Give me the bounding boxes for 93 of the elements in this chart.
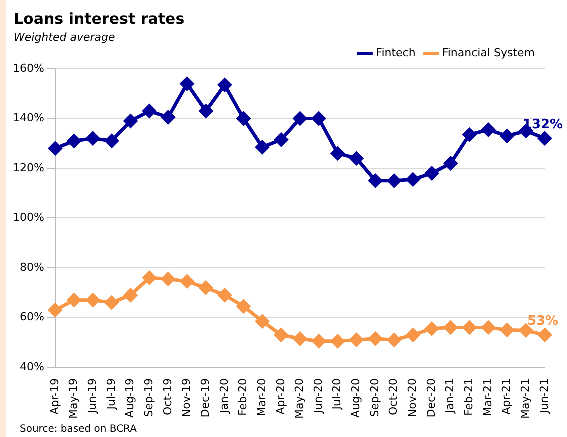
x-tick-label: Jul-19 [104, 378, 118, 411]
x-tick-label: Oct-19 [161, 378, 174, 416]
point [124, 288, 138, 302]
point [48, 304, 62, 318]
point [444, 320, 458, 334]
point [180, 274, 194, 288]
point [368, 332, 382, 346]
point [218, 288, 232, 302]
x-tick-label: Apr-21 [500, 378, 514, 415]
x-tick-label: Dec-20 [424, 378, 438, 418]
point [350, 333, 364, 347]
x-tick-label: Sep-20 [368, 378, 382, 418]
x-tick-label: Jan-21 [444, 378, 457, 414]
y-tick-label: 160% [12, 62, 44, 75]
point [538, 132, 552, 146]
x-tick-label: Mar-20 [255, 378, 268, 417]
legend-label: Financial System [442, 46, 536, 60]
point [350, 152, 364, 166]
x-tick-label: May-21 [519, 378, 532, 419]
x-tick-label: Dec-19 [198, 378, 212, 418]
point [274, 133, 288, 147]
point [388, 333, 402, 347]
x-tick-label: Nov-19 [180, 378, 194, 418]
point [462, 128, 476, 142]
point [68, 294, 82, 308]
legend-label: Fintech [376, 46, 416, 60]
x-tick-label: Jan-20 [218, 378, 231, 414]
x-tick-label: May-20 [293, 378, 306, 419]
x-tick-label: Aug-20 [350, 378, 363, 418]
point [105, 134, 119, 148]
point [236, 112, 250, 126]
point [293, 332, 307, 346]
source-note: Source: based on BCRA [20, 424, 137, 435]
point [482, 320, 496, 334]
point [236, 300, 250, 314]
point [500, 129, 514, 143]
point [162, 110, 176, 124]
chart-subtitle: Weighted average [14, 31, 116, 44]
y-tick-label: 40% [20, 360, 44, 374]
point [425, 166, 439, 180]
point [142, 271, 156, 285]
point [406, 172, 420, 186]
point [256, 314, 270, 328]
point [331, 146, 345, 160]
point [162, 272, 176, 286]
x-tick-label: Aug-19 [124, 378, 137, 418]
point [274, 328, 288, 342]
point [293, 112, 307, 126]
x-tick-label: Jun-19 [86, 378, 99, 415]
point [199, 281, 213, 295]
x-tick-label: May-19 [67, 378, 80, 419]
point [331, 334, 345, 348]
y-tick-label: 60% [20, 310, 44, 324]
point [180, 77, 194, 91]
point [218, 78, 232, 92]
x-tick-label: Feb-21 [462, 378, 476, 416]
point [86, 294, 100, 308]
point [105, 296, 119, 310]
x-tick-label: Jul-20 [330, 378, 344, 411]
x-tick-label: Mar-21 [481, 378, 494, 417]
point [425, 322, 439, 336]
annotation: 53% [527, 314, 559, 330]
x-tick-label: Jun-20 [312, 378, 325, 415]
x-tick-label: Apr-19 [48, 378, 62, 415]
point [124, 114, 138, 128]
chart-title: Loans interest rates [14, 10, 185, 28]
point [444, 156, 458, 170]
x-tick-label: Sep-19 [142, 378, 156, 418]
point [199, 104, 213, 118]
x-tick-label: Apr-20 [274, 378, 288, 415]
point [86, 132, 100, 146]
point [406, 328, 420, 342]
point [368, 174, 382, 188]
y-tick-label: 120% [12, 161, 44, 174]
point [538, 328, 552, 342]
point [312, 334, 326, 348]
point [68, 134, 82, 148]
point [388, 174, 402, 188]
x-tick-label: Feb-20 [236, 378, 250, 416]
x-tick-label: Jun-21 [538, 378, 551, 415]
x-tick-label: Nov-20 [406, 378, 420, 418]
point [482, 123, 496, 137]
point [519, 324, 533, 338]
point [48, 142, 62, 156]
point [500, 323, 514, 337]
point [256, 140, 270, 154]
point [142, 104, 156, 118]
point [462, 320, 476, 334]
point [312, 112, 326, 126]
y-tick-label: 100% [12, 211, 44, 224]
x-tick-label: Oct-20 [387, 378, 400, 416]
y-tick-label: 80% [20, 260, 44, 274]
y-tick-label: 140% [12, 112, 44, 125]
